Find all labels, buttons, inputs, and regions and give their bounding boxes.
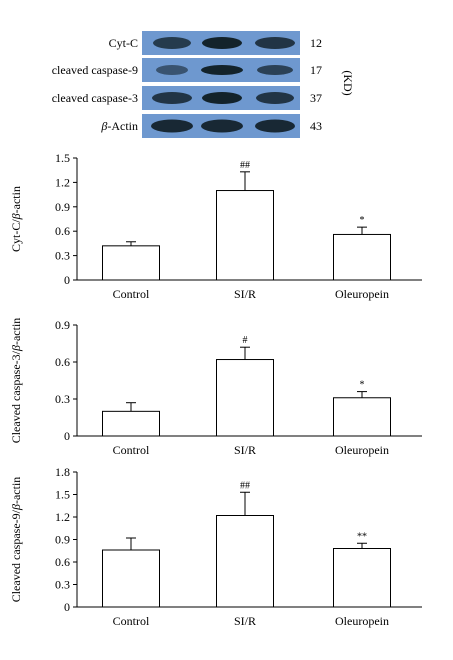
y-tick-label: 0.6 bbox=[55, 555, 70, 569]
caspase3-bar-chart: 0 0.3 0.6 0.9 Control # SI/R * Oleuropein Cleaved… bbox=[9, 318, 422, 457]
protein-band bbox=[152, 92, 192, 104]
bar bbox=[102, 245, 160, 281]
x-tick-label: SI/R bbox=[234, 614, 256, 628]
x-tick-label: Control bbox=[113, 443, 150, 457]
x-tick-label: Oleuropein bbox=[335, 443, 389, 457]
protein-band bbox=[257, 65, 293, 75]
y-tick-label: 0.9 bbox=[55, 533, 70, 547]
x-tick-label: Control bbox=[113, 287, 150, 301]
bar bbox=[333, 233, 391, 281]
y-tick-label: 1.2 bbox=[55, 175, 70, 189]
x-tick-label: Oleuropein bbox=[335, 287, 389, 301]
protein-band bbox=[255, 119, 295, 133]
y-tick-label: 0.3 bbox=[55, 249, 70, 263]
blot-size-label: 37 bbox=[310, 91, 322, 105]
protein-band bbox=[156, 65, 188, 75]
protein-band bbox=[255, 37, 295, 49]
blot-row-label: β-Actin bbox=[100, 119, 138, 133]
significance-marker: # bbox=[243, 335, 248, 346]
y-tick-label: 0.3 bbox=[55, 578, 70, 592]
y-tick-label: 0.9 bbox=[55, 200, 70, 214]
cytc-bar-chart: 0 0.3 0.6 0.9 1.2 1.5 Control ## SI/R * Oleuropein… bbox=[9, 151, 422, 301]
blot-row-label: Cyt-C bbox=[109, 36, 138, 50]
y-tick-label: 1.2 bbox=[55, 510, 70, 524]
y-axis-label: Cyt-C/β-actin bbox=[9, 186, 23, 252]
bar bbox=[216, 515, 274, 608]
significance-marker: ** bbox=[357, 531, 367, 542]
bar bbox=[333, 548, 391, 608]
protein-band bbox=[201, 119, 243, 133]
blot-unit-label: (KD) bbox=[341, 70, 355, 95]
blot-size-label: 43 bbox=[310, 119, 322, 133]
protein-band bbox=[153, 37, 191, 49]
y-tick-label: 0.6 bbox=[55, 355, 70, 369]
blot-size-label: 12 bbox=[310, 36, 322, 50]
x-tick-label: Control bbox=[113, 614, 150, 628]
y-tick-label: 0.6 bbox=[55, 224, 70, 238]
y-tick-label: 0.3 bbox=[55, 392, 70, 406]
protein-band bbox=[201, 65, 243, 75]
y-tick-label: 0 bbox=[64, 429, 70, 443]
significance-marker: * bbox=[360, 380, 365, 391]
bar bbox=[102, 549, 160, 608]
x-tick-label: SI/R bbox=[234, 443, 256, 457]
protein-band bbox=[256, 92, 294, 104]
y-tick-label: 0 bbox=[64, 600, 70, 614]
bar bbox=[216, 359, 274, 437]
bar bbox=[333, 397, 391, 437]
significance-marker: ## bbox=[240, 480, 250, 491]
y-tick-label: 0.9 bbox=[55, 318, 70, 332]
y-axis-label: Cleaved caspase-3/β-actin bbox=[9, 318, 23, 444]
y-axis-label: Cleaved caspase-9/β-actin bbox=[9, 477, 23, 603]
western-blot-panel: Cyt-C 12 cleaved caspase-9 17 cleaved caspas… bbox=[52, 31, 355, 138]
caspase9-bar-chart: 0 0.3 0.6 0.9 1.2 1.5 1.8 Control ## SI/R ** Oleuro… bbox=[9, 465, 422, 628]
x-tick-label: SI/R bbox=[234, 287, 256, 301]
blot-size-label: 17 bbox=[310, 63, 322, 77]
y-tick-label: 1.8 bbox=[55, 465, 70, 479]
significance-marker: * bbox=[360, 215, 365, 226]
protein-band bbox=[202, 37, 242, 49]
bar bbox=[102, 410, 160, 437]
y-tick-label: 0 bbox=[64, 273, 70, 287]
blot-row-label: cleaved caspase-9 bbox=[52, 63, 138, 77]
blot-row-label: cleaved caspase-3 bbox=[52, 91, 138, 105]
bar bbox=[216, 190, 274, 281]
protein-band bbox=[151, 119, 193, 133]
x-tick-label: Oleuropein bbox=[335, 614, 389, 628]
y-tick-label: 1.5 bbox=[55, 151, 70, 165]
protein-band bbox=[202, 92, 242, 104]
significance-marker: ## bbox=[240, 160, 250, 171]
y-tick-label: 1.5 bbox=[55, 488, 70, 502]
